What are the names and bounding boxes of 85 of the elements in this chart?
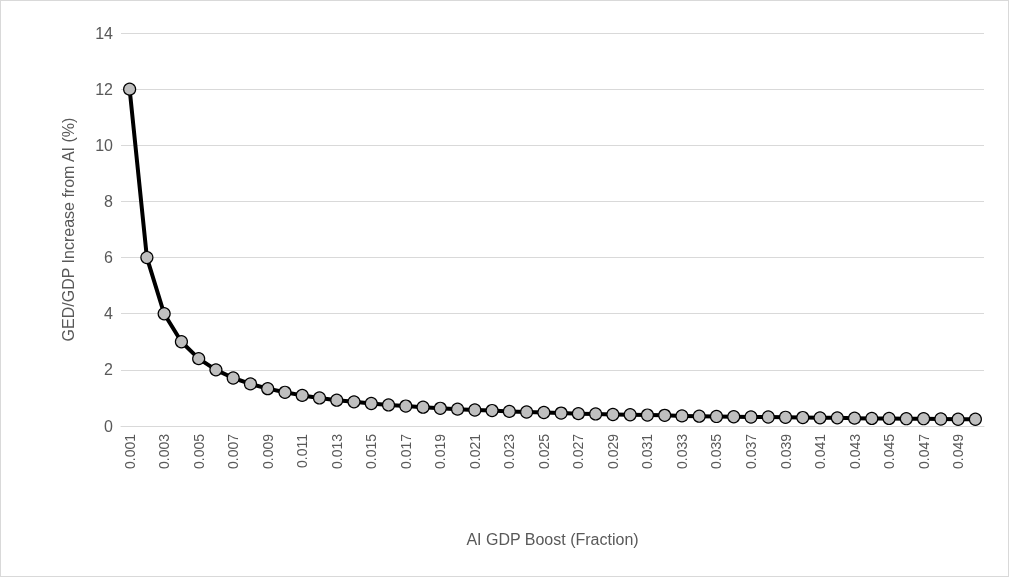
y-tick-label: 4 xyxy=(104,305,114,323)
point xyxy=(761,410,775,424)
x-tick-label: 0.037 xyxy=(742,433,759,470)
point xyxy=(347,395,361,409)
x-tick-label: 0.009 xyxy=(259,433,276,470)
x-tick-label: 0.011 xyxy=(294,433,311,468)
point xyxy=(934,412,948,426)
point xyxy=(951,412,965,426)
point xyxy=(278,385,292,399)
point xyxy=(261,382,275,396)
x-tick-label: 0.033 xyxy=(673,433,690,470)
x-tick-label: 0.021 xyxy=(466,433,483,470)
point xyxy=(658,408,672,422)
y-tick-label: 0 xyxy=(104,417,114,435)
point xyxy=(450,402,465,416)
point xyxy=(295,388,309,402)
y-tick-label: 12 xyxy=(95,80,114,98)
point xyxy=(899,412,913,426)
x-tick-label: 0.041 xyxy=(812,433,829,470)
point xyxy=(589,407,603,421)
point xyxy=(865,411,879,426)
point xyxy=(571,407,585,421)
y-axis-title: GED/GDP Increase from AI (%) xyxy=(59,117,77,342)
x-tick-label: 0.003 xyxy=(156,433,173,470)
point xyxy=(968,412,982,426)
point xyxy=(174,335,189,349)
x-tick-label: 0.005 xyxy=(190,433,207,470)
x-tick-label: 0.007 xyxy=(225,433,242,470)
point xyxy=(709,409,724,424)
y-tick-label: 10 xyxy=(95,136,114,154)
point xyxy=(778,410,793,424)
x-tick-label: 0.013 xyxy=(328,433,345,470)
y-tick-label: 2 xyxy=(104,361,114,379)
point xyxy=(623,408,637,422)
point xyxy=(917,412,931,426)
x-tick-label: 0.027 xyxy=(570,433,587,470)
point xyxy=(882,411,896,426)
point xyxy=(485,403,499,418)
point xyxy=(192,352,206,366)
x-tick-label: 0.045 xyxy=(881,433,898,470)
point xyxy=(364,396,378,411)
point xyxy=(796,410,810,425)
point xyxy=(381,398,396,412)
point xyxy=(433,401,447,415)
point xyxy=(813,411,827,425)
y-tick-label: 6 xyxy=(104,249,114,267)
point xyxy=(123,82,137,96)
point xyxy=(675,409,689,423)
point xyxy=(209,363,223,377)
point xyxy=(330,393,344,407)
x-tick-label: 0.025 xyxy=(535,433,552,470)
point xyxy=(399,399,413,413)
x-axis-title: AI GDP Boost (Fraction) xyxy=(466,530,639,548)
point xyxy=(468,403,482,417)
x-tick-label: 0.049 xyxy=(950,433,967,470)
point xyxy=(416,400,430,414)
point xyxy=(243,377,258,391)
x-tick-label: 0.029 xyxy=(604,433,621,470)
point xyxy=(554,406,568,420)
point xyxy=(830,411,844,425)
x-tick-label: 0.023 xyxy=(501,433,518,470)
x-tick-label: 0.043 xyxy=(846,433,863,470)
point xyxy=(157,307,171,321)
point xyxy=(727,410,741,424)
y-tick-label: 8 xyxy=(104,192,114,210)
point xyxy=(312,391,327,405)
point xyxy=(640,408,655,422)
x-tick-label: 0.017 xyxy=(397,433,414,470)
x-tick-label: 0.015 xyxy=(363,433,380,470)
x-tick-label: 0.047 xyxy=(915,433,932,470)
x-tick-label: 0.035 xyxy=(708,433,725,470)
x-tick-label: 0.001 xyxy=(121,433,138,470)
point xyxy=(502,404,516,418)
point xyxy=(606,407,620,422)
point xyxy=(140,250,154,265)
x-tick-label: 0.039 xyxy=(777,433,794,470)
x-tick-label: 0.031 xyxy=(639,433,656,470)
point xyxy=(744,410,758,424)
point xyxy=(537,405,551,420)
point xyxy=(226,371,240,385)
point xyxy=(847,411,862,425)
x-tick-label: 0.019 xyxy=(432,433,449,470)
point xyxy=(692,409,706,423)
point xyxy=(520,405,534,419)
y-tick-label: 14 xyxy=(95,24,114,42)
